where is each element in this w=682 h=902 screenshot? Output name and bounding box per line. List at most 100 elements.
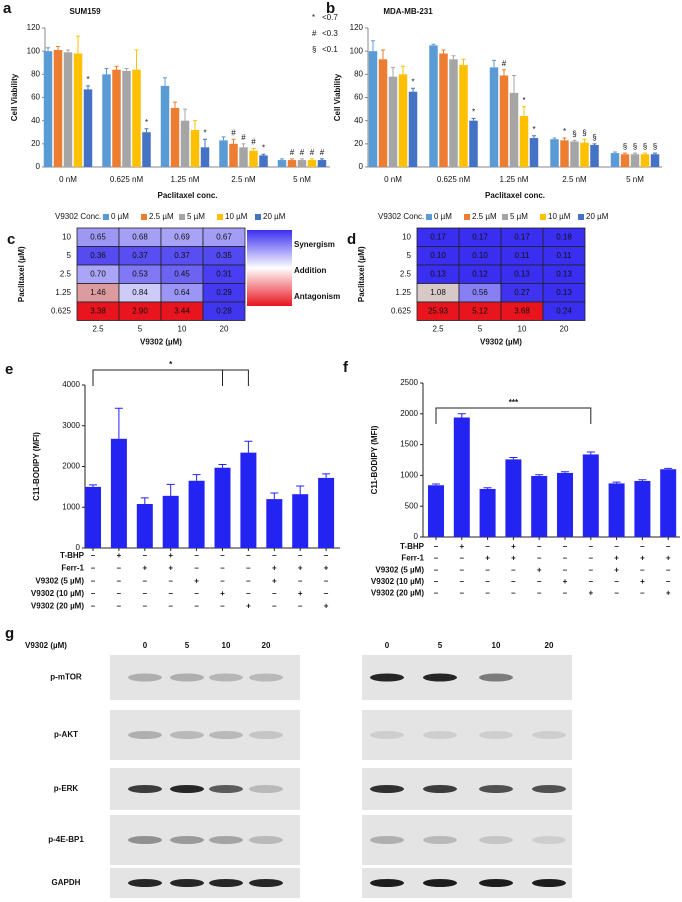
error-bar [471,117,476,121]
bar [180,120,190,167]
condition-sign: – [460,589,465,598]
x-tick-label: 0 nM [59,175,77,184]
legend-label: 2.5 µM [472,212,497,221]
y-tick-label: 40 [31,116,40,125]
bar [200,147,210,167]
error-bar [638,479,647,481]
error-bar [612,481,621,484]
cell-label: 0.29 [216,288,232,297]
significance-label: *** [509,398,519,407]
condition-sign: – [640,565,645,574]
significance-marker: * [411,77,414,86]
error-bar [203,138,207,148]
significance-marker: * [86,75,89,84]
cell-label: 3.68 [514,306,530,315]
cell-label: 25.93 [428,306,449,315]
panel-label: b [326,0,335,17]
bar [160,85,170,167]
x-tick-label: 5 nM [626,175,644,184]
condition-sign: + [563,577,568,586]
blot-band [479,785,513,793]
error-bar [371,40,375,52]
condition-sign: + [246,602,251,611]
y-tick-label: 10 [402,232,411,241]
cell-label: 2.90 [132,306,148,315]
blot-band [423,731,457,739]
significance-marker: § [623,142,627,151]
x-tick-label: 5 nM [293,175,311,184]
x-axis-label: Paclitaxel conc. [485,191,545,200]
error-bar [56,46,60,51]
cell-label: 0.10 [472,251,488,260]
error-bar [492,59,496,68]
condition-sign: – [324,576,329,585]
error-bar [432,483,440,486]
panel-label: g [5,625,14,642]
condition-sign: – [485,542,490,551]
error-bar [613,151,617,154]
condition-sign: – [117,564,122,573]
x-tick-label: 1.25 nM [171,175,200,184]
y-tick-label: 5 [407,251,412,260]
condition-sign: – [91,602,96,611]
condition-sign: – [434,542,439,551]
significance-marker: # [251,138,256,147]
bar [297,160,307,167]
y-axis-label: Paclitaxel (µM) [357,246,366,302]
cell-label: 0.69 [174,232,190,241]
symbol-legend-symbol: # [312,29,317,38]
condition-sign: – [563,589,568,598]
condition-sign: – [168,576,173,585]
y-tick-label: 10 [62,232,71,241]
condition-sign: – [117,576,122,585]
condition-sign: – [143,576,148,585]
condition-sign: + [272,576,277,585]
y-tick-label: 2.5 [60,269,72,278]
error-bar [280,158,284,161]
condition-sign: – [220,602,225,611]
legend-swatch [217,214,223,220]
error-bar [522,106,526,117]
x-axis-label: V9302 (µM) [480,338,522,347]
condition-sign: – [485,589,490,598]
bar [590,144,599,167]
legend-swatch [540,214,546,220]
bar [85,486,101,548]
condition-sign: – [460,554,465,563]
condition-sign: + [537,565,542,574]
condition-sign: – [324,551,329,560]
y-tick-label: 0 [76,543,81,552]
blot-band [532,731,566,739]
heatmap-cell [542,301,586,321]
bar [240,452,257,548]
y-axis-label: Cell Viability [10,73,19,121]
condition-label: V9302 (10 µM) [31,589,84,598]
condition-sign: + [272,564,277,573]
cell-label: 0.13 [556,288,572,297]
y-tick-label: 20 [31,139,40,148]
legend-swatch [255,214,261,220]
legend-label: 0 µM [434,212,452,221]
condition-sign: + [614,554,619,563]
error-bar [623,152,627,155]
condition-sign: + [511,542,516,551]
error-bar [300,158,304,161]
legend-swatch [141,214,147,220]
y-tick-label: 500 [405,501,419,510]
x-axis-label: Paclitaxel conc. [157,191,217,200]
blot-band [249,836,283,844]
legend-label: 10 µM [225,212,248,221]
y-tick-label: 4000 [62,380,80,389]
lane-label: 10 [492,641,501,650]
bar [188,480,205,548]
error-bar [134,49,139,70]
condition-sign: – [460,577,465,586]
color-scale-label: Antagonism [294,292,340,301]
error-bar [509,457,518,460]
condition-sign: + [666,589,671,598]
condition-sign: + [614,565,619,574]
y-tick-label: 120 [350,23,364,32]
cell-label: 0.10 [430,251,446,260]
y-tick-label: 120 [27,23,41,32]
condition-sign: – [298,602,303,611]
